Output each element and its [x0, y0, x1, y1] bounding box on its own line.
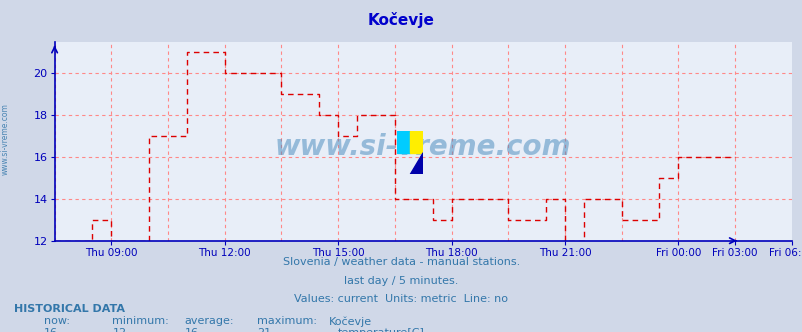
Text: now:: now: — [44, 316, 70, 326]
Text: 12: 12 — [112, 328, 127, 332]
Text: last day / 5 minutes.: last day / 5 minutes. — [344, 276, 458, 286]
Text: www.si-vreme.com: www.si-vreme.com — [274, 133, 571, 161]
Text: HISTORICAL DATA: HISTORICAL DATA — [14, 304, 125, 314]
Text: minimum:: minimum: — [112, 316, 169, 326]
Text: Kočevje: Kočevje — [367, 12, 435, 28]
Text: average:: average: — [184, 316, 234, 326]
Bar — [410, 131, 423, 153]
Text: www.si-vreme.com: www.si-vreme.com — [1, 104, 10, 175]
Text: Kočevje: Kočevje — [329, 316, 372, 327]
Text: 16: 16 — [44, 328, 58, 332]
Text: maximum:: maximum: — [257, 316, 317, 326]
Text: Slovenia / weather data - manual stations.: Slovenia / weather data - manual station… — [282, 257, 520, 267]
Bar — [397, 131, 410, 153]
Text: Values: current  Units: metric  Line: no: Values: current Units: metric Line: no — [294, 294, 508, 304]
Text: 16: 16 — [184, 328, 198, 332]
Polygon shape — [410, 153, 423, 174]
Text: temperature[C]: temperature[C] — [337, 328, 423, 332]
Text: 21: 21 — [257, 328, 271, 332]
